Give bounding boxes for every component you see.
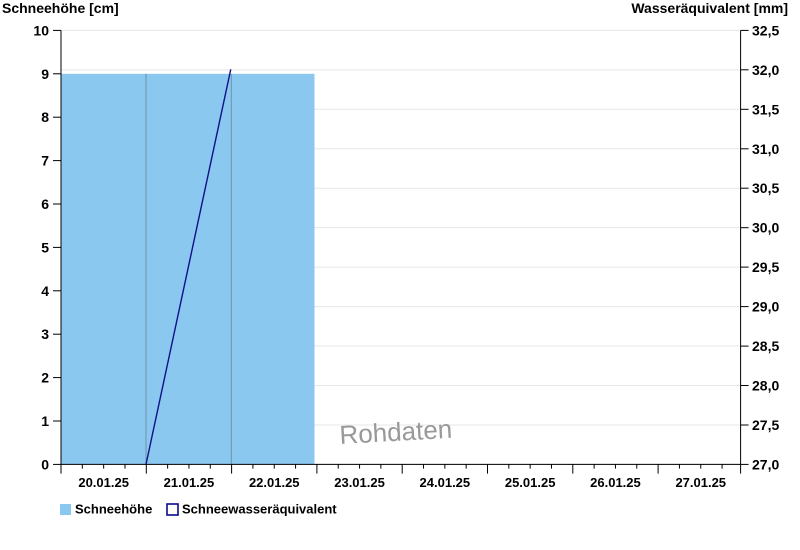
svg-text:27,5: 27,5 (752, 417, 779, 433)
svg-text:27.01.25: 27.01.25 (675, 475, 726, 490)
svg-text:29,5: 29,5 (752, 259, 779, 275)
svg-text:23.01.25: 23.01.25 (334, 475, 385, 490)
svg-text:Schneewasseräquivalent: Schneewasseräquivalent (182, 502, 337, 517)
svg-text:27,0: 27,0 (752, 456, 779, 472)
svg-text:26.01.25: 26.01.25 (590, 475, 641, 490)
svg-text:30,5: 30,5 (752, 180, 779, 196)
svg-text:30,0: 30,0 (752, 220, 779, 236)
svg-text:21.01.25: 21.01.25 (164, 475, 215, 490)
svg-text:10: 10 (33, 22, 49, 38)
svg-text:28,0: 28,0 (752, 378, 779, 394)
svg-text:0: 0 (41, 456, 49, 472)
svg-text:32,5: 32,5 (752, 22, 779, 38)
svg-text:25.01.25: 25.01.25 (505, 475, 556, 490)
svg-text:Rohdaten: Rohdaten (339, 414, 453, 450)
svg-text:32,0: 32,0 (752, 62, 779, 78)
svg-text:Schneehöhe: Schneehöhe (75, 502, 152, 517)
svg-text:28,5: 28,5 (752, 338, 779, 354)
svg-text:5: 5 (41, 239, 49, 255)
svg-text:7: 7 (41, 153, 49, 169)
svg-text:24.01.25: 24.01.25 (420, 475, 471, 490)
svg-text:31,5: 31,5 (752, 101, 779, 117)
svg-text:8: 8 (41, 109, 49, 125)
svg-text:3: 3 (41, 326, 49, 342)
svg-text:6: 6 (41, 196, 49, 212)
svg-text:4: 4 (41, 283, 49, 299)
svg-text:31,0: 31,0 (752, 141, 779, 157)
svg-text:22.01.25: 22.01.25 (249, 475, 300, 490)
svg-text:9: 9 (41, 66, 49, 82)
svg-text:1: 1 (41, 413, 49, 429)
svg-text:29,0: 29,0 (752, 299, 779, 315)
svg-text:20.01.25: 20.01.25 (78, 475, 129, 490)
svg-text:2: 2 (41, 370, 49, 386)
